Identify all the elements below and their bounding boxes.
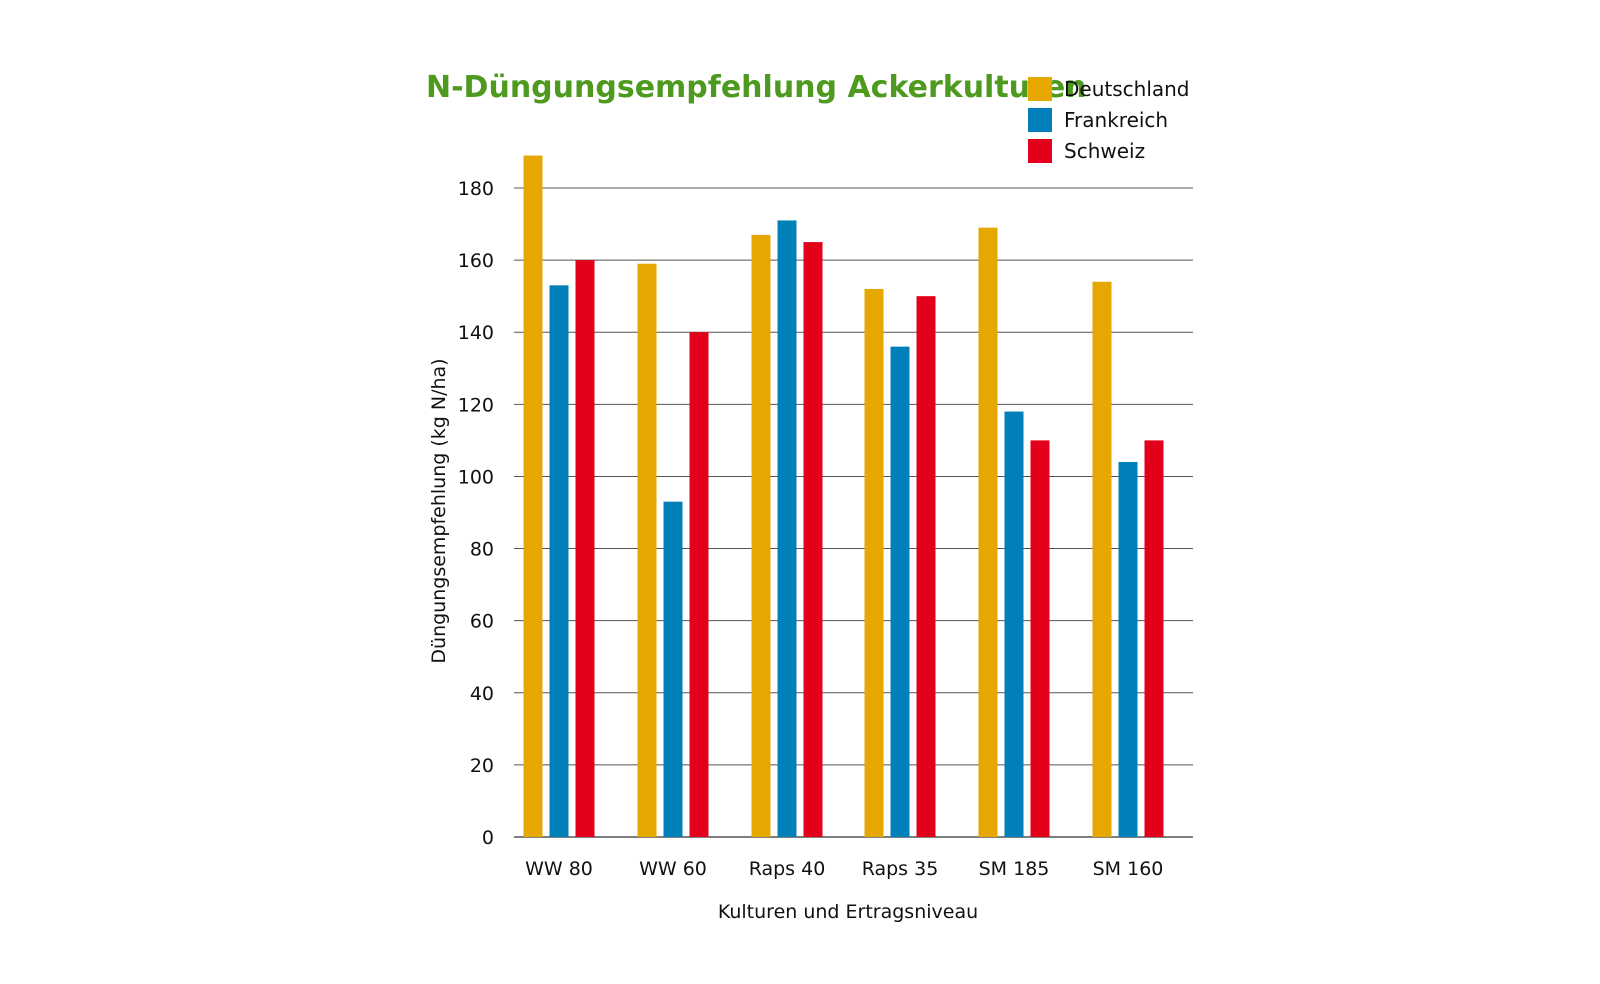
- bar-frankreich-ww-80: [549, 285, 569, 838]
- bar-schweiz-ww-80: [575, 260, 595, 838]
- x-tick-label: SM 160: [1093, 858, 1164, 880]
- bar-deutschland-ww-80: [523, 155, 543, 838]
- y-tick-label: 120: [458, 394, 494, 416]
- y-tick-label: 100: [458, 466, 494, 488]
- bar-schweiz-raps-35: [916, 296, 936, 838]
- bar-deutschland-raps-35: [864, 288, 884, 837]
- bar-schweiz-sm-160: [1144, 440, 1164, 837]
- bars: [523, 155, 1164, 838]
- legend-label-schweiz: Schweiz: [1064, 139, 1145, 163]
- chart-title: N-Düngungsempfehlung Ackerkulturen: [426, 70, 1087, 105]
- y-axis-label: Düngungsempfehlung (kg N/ha): [428, 358, 450, 663]
- x-tick-label: Raps 40: [749, 858, 826, 880]
- legend-label-frankreich: Frankreich: [1064, 108, 1168, 132]
- bar-frankreich-sm-160: [1118, 462, 1138, 837]
- bar-deutschland-sm-185: [978, 227, 998, 837]
- x-tick-label: WW 80: [525, 858, 593, 880]
- y-tick-label: 140: [458, 322, 494, 344]
- bar-schweiz-ww-60: [689, 332, 709, 837]
- bar-schweiz-sm-185: [1030, 440, 1050, 837]
- bar-frankreich-ww-60: [663, 501, 683, 837]
- legend-swatch-schweiz: [1028, 139, 1052, 163]
- y-tick-label: 40: [470, 683, 494, 705]
- bar-deutschland-sm-160: [1092, 281, 1112, 837]
- y-tick-label: 160: [458, 250, 494, 272]
- x-tick-label: WW 60: [639, 858, 707, 880]
- y-tick-label: 80: [470, 539, 494, 561]
- bar-frankreich-raps-40: [777, 220, 797, 837]
- bar-frankreich-raps-35: [890, 346, 910, 837]
- legend-swatch-frankreich: [1028, 108, 1052, 132]
- legend-label-deutschland: Deutschland: [1064, 77, 1190, 101]
- bar-frankreich-sm-185: [1004, 411, 1024, 837]
- legend: Deutschland Frankreich Schweiz: [1028, 77, 1190, 163]
- y-tick-label: 0: [482, 827, 494, 849]
- x-axis-label: Kulturen und Ertragsniveau: [718, 901, 978, 923]
- legend-swatch-deutschland: [1028, 77, 1052, 101]
- y-tick-label: 60: [470, 611, 494, 633]
- x-tick-labels: WW 80 WW 60 Raps 40 Raps 35 SM 185 SM 160: [525, 858, 1163, 880]
- gridlines: [514, 187, 1193, 838]
- x-tick-label: Raps 35: [862, 858, 939, 880]
- bar-deutschland-raps-40: [751, 234, 771, 838]
- y-tick-label: 180: [458, 178, 494, 200]
- x-tick-label: SM 185: [979, 858, 1050, 880]
- y-tick-labels: 0 20 40 60 80 100 120 140 160 180: [458, 178, 494, 849]
- bar-schweiz-raps-40: [803, 242, 823, 838]
- bar-deutschland-ww-60: [637, 263, 657, 837]
- y-tick-label: 20: [470, 755, 494, 777]
